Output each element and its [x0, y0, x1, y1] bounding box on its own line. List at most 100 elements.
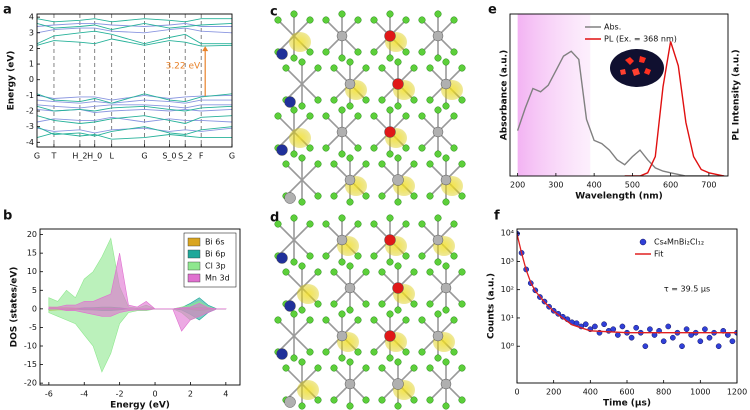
x-tick-label: 400 — [586, 181, 601, 190]
cl-atom — [426, 192, 434, 200]
cl-atom — [354, 16, 362, 24]
legend-label: Bi 6p — [205, 250, 225, 259]
x-tick-label: 1000 — [690, 388, 710, 397]
series-line — [37, 99, 232, 104]
cl-atom — [362, 192, 370, 200]
cl-atom — [426, 160, 434, 168]
y-tick-label: 3 — [29, 28, 34, 37]
cl-atom — [290, 310, 298, 318]
x-tick-label: F — [199, 152, 204, 161]
cl-atom — [370, 348, 378, 356]
cl-atom — [338, 106, 346, 114]
cl-atom — [458, 268, 466, 276]
metal-atom — [384, 234, 396, 246]
metal-atom — [392, 78, 404, 90]
series-line — [37, 127, 232, 134]
panel-label: b — [3, 209, 12, 224]
cl-atom — [378, 160, 386, 168]
density-lobe — [289, 32, 311, 52]
metal-atom — [432, 126, 444, 138]
metal-atom — [432, 30, 444, 42]
annotation: τ = 39.5 μs — [664, 285, 710, 294]
y-tick-label: 4 — [29, 13, 34, 22]
cl-atom — [346, 402, 354, 410]
series-line — [37, 38, 232, 47]
cl-atom — [346, 358, 354, 366]
x-tick-label: 700 — [701, 181, 716, 190]
axes-frame — [509, 13, 729, 177]
cl-atom — [314, 300, 322, 308]
cl-atom — [362, 268, 370, 276]
bond — [293, 223, 311, 241]
cl-atom — [442, 262, 450, 270]
panel-label: d — [270, 211, 279, 226]
metal-atom — [432, 234, 444, 246]
cl-atom — [378, 268, 386, 276]
metal-atom — [344, 78, 356, 90]
cl-atom — [362, 364, 370, 372]
data-point — [582, 321, 589, 328]
y-tick-label: 10¹ — [501, 313, 514, 322]
cl-atom — [298, 358, 306, 366]
metal-atom — [284, 396, 296, 408]
cl-atom — [314, 64, 322, 72]
data-point — [669, 334, 676, 341]
legend-label: Cl 3p — [205, 262, 226, 271]
cl-atom — [354, 316, 362, 324]
cl-atom — [346, 306, 354, 314]
cl-atom — [394, 58, 402, 66]
cl-atom — [426, 300, 434, 308]
cl-atom — [290, 150, 298, 158]
y-tick-label: -1 — [26, 91, 34, 100]
gap-label: 3.22 eV — [166, 62, 201, 72]
cl-atom — [402, 16, 410, 24]
cl-atom — [402, 112, 410, 120]
cl-atom — [354, 252, 362, 260]
cl-atom — [298, 262, 306, 270]
x-tick-label: 500 — [625, 181, 640, 190]
cl-atom — [394, 306, 402, 314]
cl-atom — [458, 64, 466, 72]
legend-swatch — [187, 249, 201, 259]
cl-atom — [330, 96, 338, 104]
cl-atom — [434, 310, 442, 318]
cl-atom — [410, 300, 418, 308]
cl-atom — [402, 348, 410, 356]
cl-atom — [378, 300, 386, 308]
cl-atom — [298, 154, 306, 162]
x-tick-label: 1200 — [727, 388, 747, 397]
cl-atom — [402, 48, 410, 56]
cl-atom — [386, 258, 394, 266]
series-line — [37, 22, 232, 27]
metal-atom — [392, 282, 404, 294]
cl-atom — [282, 364, 290, 372]
cl-atom — [410, 396, 418, 404]
cl-atom — [314, 396, 322, 404]
cl-atom — [378, 192, 386, 200]
cl-atom — [370, 316, 378, 324]
series-line — [37, 104, 232, 109]
cl-atom — [378, 396, 386, 404]
cl-atom — [418, 112, 426, 120]
chart-panel: f 0 200 400 600 800 1000 1200 10⁰ 10¹ 10² 10³ 10⁴ Tim… — [487, 209, 748, 409]
cl-atom — [442, 58, 450, 66]
metal-atom — [384, 30, 396, 42]
cl-atom — [378, 64, 386, 72]
cl-atom — [330, 192, 338, 200]
cl-atom — [346, 198, 354, 206]
data-point — [665, 323, 672, 330]
cl-atom — [394, 198, 402, 206]
plot-area — [47, 237, 227, 373]
cl-atom — [282, 64, 290, 72]
cl-atom — [330, 300, 338, 308]
cl-atom — [362, 64, 370, 72]
series-line — [37, 18, 232, 23]
cl-atom — [394, 402, 402, 410]
cl-atom — [322, 48, 330, 56]
cl-atom — [338, 310, 346, 318]
cl-atom — [450, 112, 458, 120]
metal-atom — [336, 330, 348, 342]
cl-atom — [322, 16, 330, 24]
